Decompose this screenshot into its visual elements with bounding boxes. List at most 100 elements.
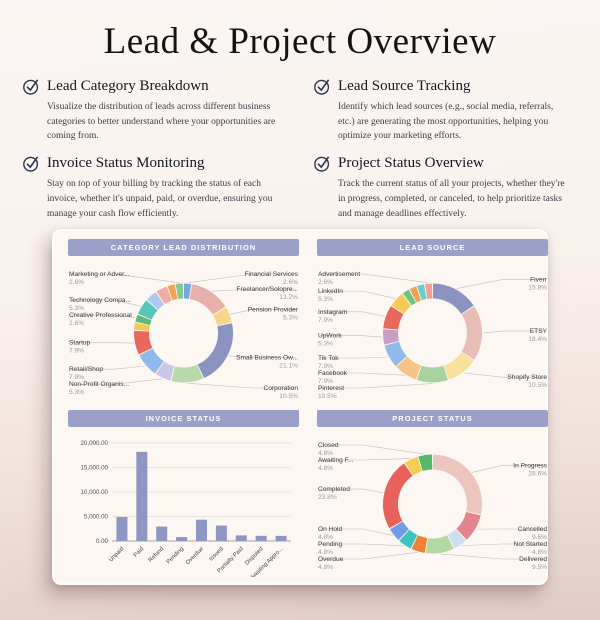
slice-label: Cancelled [518, 526, 548, 533]
slice-percent: 5.3% [69, 305, 84, 312]
panel-header: LEAD SOURCE [317, 239, 548, 256]
panel-header: INVOICE STATUS [68, 410, 299, 427]
slice-label: Pending [318, 541, 343, 548]
donut-slice [409, 464, 420, 469]
feature-title: Lead Source Tracking [338, 78, 470, 95]
slice-percent: 7.9% [318, 378, 333, 385]
category-lead-distribution-donut-chart: Financial Services2.6%Freelancer/Solopre… [66, 258, 301, 404]
slice-percent: 4.8% [318, 549, 333, 556]
panel-header: PROJECT STATUS [317, 410, 548, 427]
donut-slice [413, 294, 418, 296]
donut-slice [170, 292, 176, 294]
donut-slice [433, 462, 475, 513]
feature-lead-category-breakdown: Lead Category Breakdown Visualize the di… [22, 77, 287, 144]
feature-invoice-status-monitoring: Invoice Status Monitoring Stay on top of… [22, 154, 287, 221]
slice-label: On Hold [318, 526, 343, 533]
check-circle-icon [22, 77, 40, 95]
slice-percent: 15.8% [528, 285, 547, 292]
donut-slice [404, 535, 414, 542]
slice-label: Financial Services [244, 271, 298, 278]
slice-percent: 21.1% [279, 363, 298, 370]
slice-percent: 7.9% [318, 363, 333, 370]
bar [216, 526, 227, 541]
y-axis-tick-label: 10,000.00 [80, 490, 108, 497]
slice-percent: 10.5% [279, 393, 298, 400]
slice-label: Marketing or Adver... [69, 271, 130, 278]
donut-slice [146, 352, 159, 367]
slice-label: Completed [318, 486, 350, 493]
feature-description: Visualize the distribution of leads acro… [47, 100, 280, 144]
slice-label: LinkedIn [318, 288, 343, 295]
bar [196, 520, 207, 541]
donut-slice [391, 330, 392, 343]
page-title: Lead & Project Overview [0, 20, 600, 63]
panel-category-lead-distribution: CATEGORY LEAD DISTRIBUTION Financial Ser… [66, 239, 301, 404]
x-axis-tick-label: Pending [166, 546, 185, 565]
slice-label: Advertisement [318, 271, 360, 278]
donut-slice [447, 357, 468, 373]
check-circle-icon [313, 77, 331, 95]
slice-percent: 13.2% [279, 294, 298, 301]
slice-percent: 4.8% [318, 450, 333, 457]
slice-percent: 7.9% [318, 317, 333, 324]
donut-slice [419, 292, 425, 293]
slice-percent: 28.6% [528, 471, 547, 478]
slice-percent: 23.8% [318, 494, 337, 501]
slice-label: Overdue [318, 556, 344, 563]
check-circle-icon [22, 154, 40, 172]
donut-slice [153, 299, 160, 305]
feature-project-status-overview: Project Status Overview Track the curren… [313, 154, 578, 221]
slice-percent: 18.4% [528, 336, 547, 343]
slice-percent: 4.8% [532, 549, 547, 556]
bar [276, 536, 287, 541]
donut-slice [142, 332, 146, 352]
slice-percent: 5.3% [69, 390, 84, 397]
x-axis-tick-label: Paid [133, 546, 145, 558]
donut-slice [451, 535, 461, 542]
slice-label: Corporation [264, 385, 299, 392]
feature-description: Stay on top of your billing by tracking … [47, 177, 280, 221]
bar [116, 517, 127, 541]
slice-percent: 4.8% [318, 564, 333, 571]
slice-label: Technology Compa... [69, 297, 131, 304]
donut-slice [398, 300, 407, 310]
donut-slice [184, 291, 190, 292]
donut-slice [391, 311, 398, 330]
slice-percent: 4.8% [318, 534, 333, 541]
feature-list: Lead Category Breakdown Visualize the di… [22, 77, 578, 221]
slice-label: Non-Profit Organis... [69, 382, 129, 389]
donut-slice [201, 325, 226, 371]
x-axis-tick-label: Issued [208, 546, 224, 562]
check-circle-icon [313, 154, 331, 172]
donut-slice [177, 291, 183, 292]
donut-slice [427, 542, 451, 546]
donut-slice [161, 294, 170, 298]
slice-percent: 2.6% [69, 279, 84, 286]
slice-label: Small Business Ow... [236, 355, 298, 362]
donut-slice [420, 462, 432, 464]
slice-percent: 2.6% [318, 279, 333, 286]
x-axis-tick-label: Refund [148, 546, 165, 563]
slice-percent: 5.3% [318, 341, 333, 348]
y-axis-tick-label: 20,000.00 [80, 441, 108, 448]
y-axis-tick-label: 5,000.00 [84, 514, 109, 521]
slice-percent: 9.5% [532, 564, 547, 571]
slice-label: Facebook [318, 370, 348, 377]
donut-slice [191, 292, 219, 311]
donut-slice [220, 312, 225, 324]
slice-label: Instagram [318, 309, 348, 316]
donut-slice [391, 470, 409, 525]
donut-slice [407, 296, 412, 299]
feature-title: Lead Category Breakdown [47, 78, 209, 95]
feature-description: Track the current status of all your pro… [338, 177, 571, 221]
donut-slice [143, 318, 145, 324]
slice-label: Shopify Store [507, 375, 547, 382]
bar [256, 536, 267, 541]
slice-label: Pension Provider [248, 307, 299, 314]
donut-slice [402, 362, 419, 373]
slice-label: Pinterest [318, 385, 344, 392]
donut-slice [468, 311, 475, 356]
